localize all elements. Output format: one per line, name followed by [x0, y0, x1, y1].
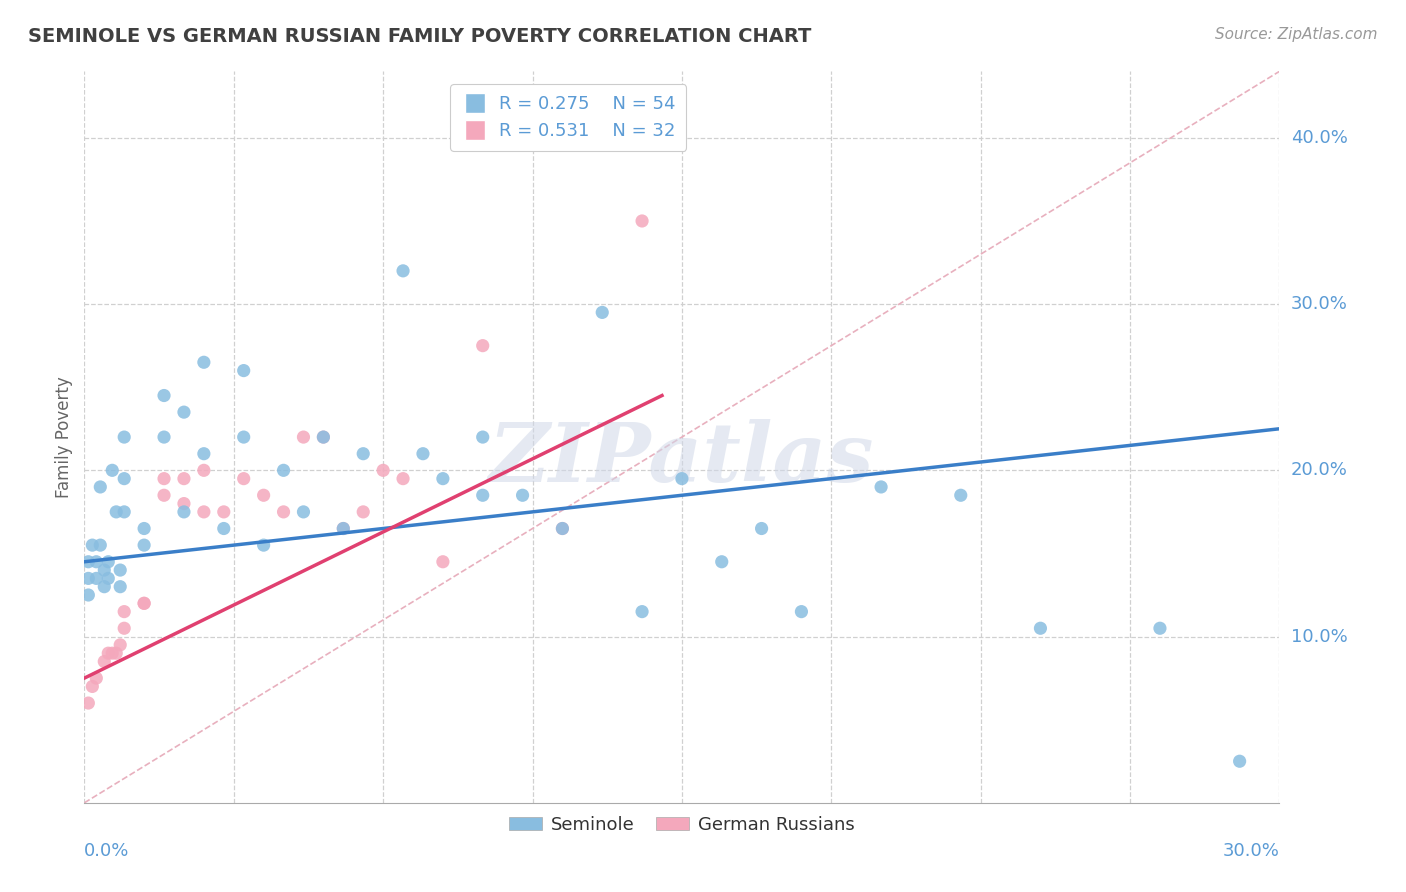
Point	[373, 463, 395, 477]
Point	[93, 580, 115, 594]
Point	[352, 447, 374, 461]
Point	[77, 555, 100, 569]
Point	[112, 472, 135, 486]
Point	[153, 488, 176, 502]
Point	[631, 605, 654, 619]
Text: 20.0%: 20.0%	[1291, 461, 1347, 479]
Point	[1029, 621, 1052, 635]
Point	[790, 605, 813, 619]
Point	[193, 463, 215, 477]
Point	[870, 480, 893, 494]
Point	[253, 488, 276, 502]
Point	[112, 505, 135, 519]
Point	[193, 447, 215, 461]
Point	[232, 363, 254, 377]
Point	[273, 463, 295, 477]
Point	[232, 472, 254, 486]
Point	[101, 646, 124, 660]
Point	[112, 621, 135, 635]
Text: 10.0%: 10.0%	[1291, 628, 1347, 646]
Point	[105, 505, 128, 519]
Text: 0.0%: 0.0%	[84, 842, 129, 860]
Point	[86, 571, 108, 585]
Point	[273, 505, 295, 519]
Point	[392, 472, 415, 486]
Point	[212, 521, 235, 535]
Point	[77, 571, 100, 585]
Point	[1229, 754, 1251, 768]
Point	[1149, 621, 1171, 635]
Point	[101, 463, 124, 477]
Point	[132, 521, 156, 535]
Point	[432, 472, 454, 486]
Point	[112, 430, 135, 444]
Point	[153, 430, 176, 444]
Point	[110, 563, 132, 577]
Point	[112, 605, 135, 619]
Point	[82, 538, 104, 552]
Point	[86, 671, 108, 685]
Point	[949, 488, 972, 502]
Point	[352, 505, 374, 519]
Point	[551, 521, 574, 535]
Point	[232, 430, 254, 444]
Point	[193, 505, 215, 519]
Point	[173, 405, 195, 419]
Legend: Seminole, German Russians: Seminole, German Russians	[502, 809, 862, 841]
Point	[132, 596, 156, 610]
Point	[132, 596, 156, 610]
Point	[751, 521, 773, 535]
Point	[110, 580, 132, 594]
Point	[93, 655, 115, 669]
Text: 40.0%: 40.0%	[1291, 128, 1347, 147]
Point	[110, 638, 132, 652]
Point	[332, 521, 354, 535]
Text: 30.0%: 30.0%	[1223, 842, 1279, 860]
Point	[89, 480, 111, 494]
Point	[471, 338, 494, 352]
Point	[392, 264, 415, 278]
Point	[292, 505, 315, 519]
Point	[471, 488, 494, 502]
Point	[471, 430, 494, 444]
Point	[212, 505, 235, 519]
Point	[512, 488, 534, 502]
Point	[292, 430, 315, 444]
Point	[97, 571, 120, 585]
Text: ZIPatlas: ZIPatlas	[489, 419, 875, 499]
Point	[173, 472, 195, 486]
Point	[253, 538, 276, 552]
Point	[591, 305, 613, 319]
Point	[631, 214, 654, 228]
Text: SEMINOLE VS GERMAN RUSSIAN FAMILY POVERTY CORRELATION CHART: SEMINOLE VS GERMAN RUSSIAN FAMILY POVERT…	[28, 27, 811, 45]
Point	[312, 430, 335, 444]
Point	[432, 555, 454, 569]
Y-axis label: Family Poverty: Family Poverty	[55, 376, 73, 498]
Text: 30.0%: 30.0%	[1291, 295, 1347, 313]
Point	[671, 472, 693, 486]
Point	[132, 538, 156, 552]
Point	[105, 646, 128, 660]
Point	[77, 588, 100, 602]
Point	[82, 680, 104, 694]
Point	[193, 355, 215, 369]
Point	[86, 555, 108, 569]
Point	[153, 472, 176, 486]
Point	[710, 555, 733, 569]
Point	[312, 430, 335, 444]
Point	[97, 555, 120, 569]
Point	[89, 538, 111, 552]
Point	[551, 521, 574, 535]
Point	[77, 696, 100, 710]
Point	[93, 563, 115, 577]
Point	[153, 388, 176, 402]
Point	[173, 497, 195, 511]
Point	[412, 447, 434, 461]
Point	[332, 521, 354, 535]
Point	[97, 646, 120, 660]
Text: Source: ZipAtlas.com: Source: ZipAtlas.com	[1215, 27, 1378, 42]
Point	[173, 505, 195, 519]
